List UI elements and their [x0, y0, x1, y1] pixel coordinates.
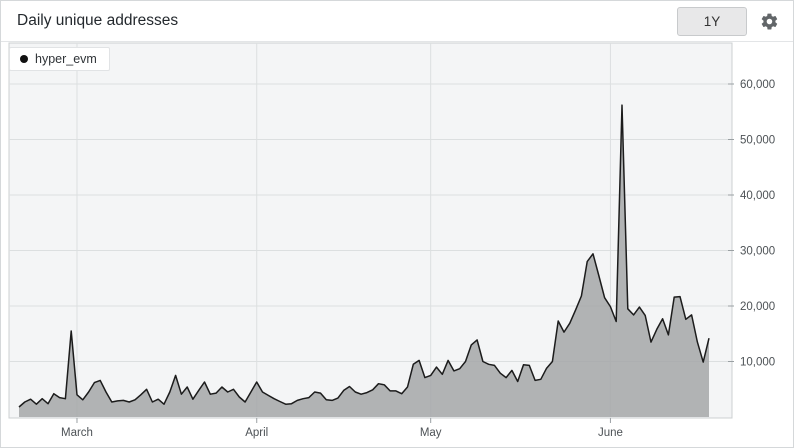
legend-label: hyper_evm — [35, 52, 97, 66]
x-tick-label: May — [420, 427, 442, 439]
x-tick-label: March — [61, 427, 93, 439]
x-tick-label: April — [245, 427, 268, 439]
y-tick-label: 50,000 — [740, 135, 775, 147]
gear-icon — [761, 13, 777, 29]
chart-canvas[interactable]: 10,000 20,000 30,000 40,000 50,000 60,000 Marc… — [1, 42, 794, 448]
chart-header: Daily unique addresses 1Y — [1, 1, 793, 42]
y-tick-label: 10,000 — [740, 357, 775, 369]
series-area-fill — [19, 105, 709, 417]
y-tick-label: 40,000 — [740, 190, 775, 202]
y-tick-label: 20,000 — [740, 301, 775, 313]
settings-gear-icon[interactable] — [759, 11, 779, 31]
y-tick-label: 60,000 — [740, 79, 775, 91]
series-line — [18, 104, 710, 408]
series-marker-icon — [20, 55, 28, 63]
time-range-button[interactable]: 1Y — [677, 6, 747, 36]
chart-area[interactable]: 10,000 20,000 30,000 40,000 50,000 60,000 Marc… — [1, 42, 794, 448]
chart-title: Daily unique addresses — [17, 12, 179, 29]
y-tick-label: 30,000 — [740, 246, 775, 258]
legend[interactable]: hyper_evm — [9, 47, 110, 71]
x-tick-label: June — [598, 427, 623, 439]
